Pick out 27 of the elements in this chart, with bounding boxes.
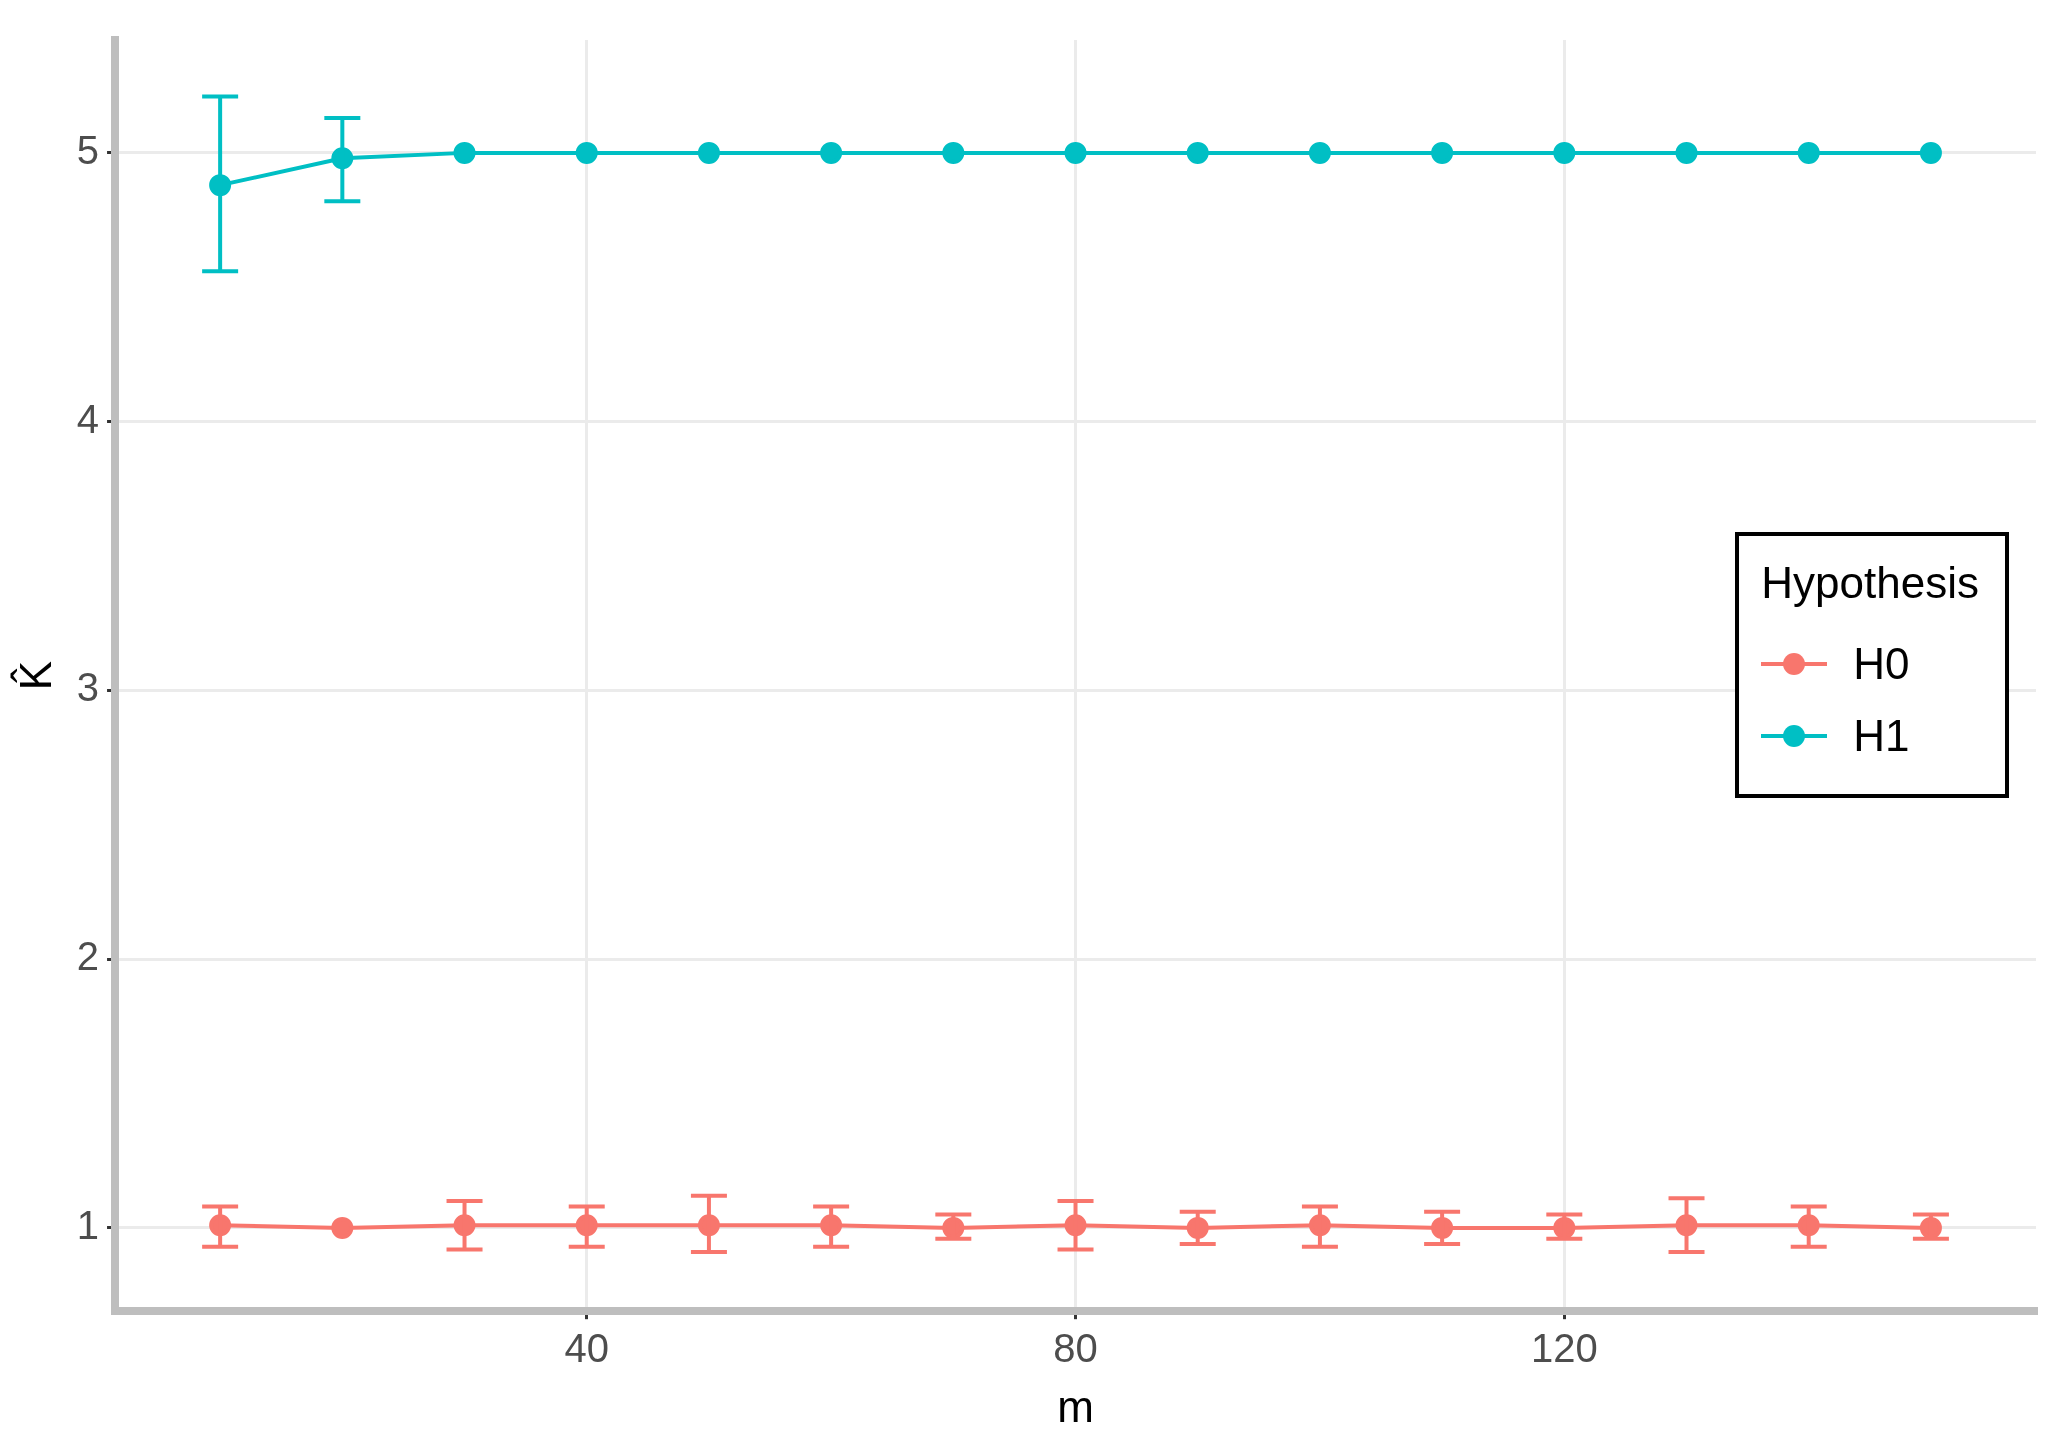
point bbox=[331, 1216, 354, 1239]
point bbox=[697, 141, 720, 164]
point bbox=[1553, 141, 1576, 164]
x-tick-label: 80 bbox=[1053, 1326, 1098, 1371]
point bbox=[1797, 141, 1820, 164]
x-axis-title: m bbox=[1057, 1381, 1094, 1431]
point bbox=[453, 141, 476, 164]
y-tick-label: 2 bbox=[76, 934, 100, 979]
legend-title: Hypothesis bbox=[1761, 557, 1979, 608]
point bbox=[942, 141, 965, 164]
y-tick-label: 3 bbox=[76, 665, 100, 710]
point bbox=[1308, 141, 1331, 164]
point bbox=[1675, 141, 1698, 164]
x-tick-label: 120 bbox=[1530, 1326, 1598, 1371]
point bbox=[1064, 141, 1087, 164]
y-tick-label: 5 bbox=[76, 127, 100, 172]
y-tick-label: 4 bbox=[76, 396, 100, 441]
point bbox=[1919, 141, 1942, 164]
x-tick-label: 40 bbox=[564, 1326, 609, 1371]
legend-label: H0 bbox=[1853, 638, 1910, 689]
point bbox=[820, 141, 843, 164]
point bbox=[1186, 141, 1209, 164]
point bbox=[575, 141, 598, 164]
point bbox=[1431, 141, 1454, 164]
y-tick-label: 1 bbox=[76, 1202, 100, 1247]
legend-label: H1 bbox=[1853, 710, 1910, 761]
y-axis-title: K̂ bbox=[10, 660, 60, 691]
